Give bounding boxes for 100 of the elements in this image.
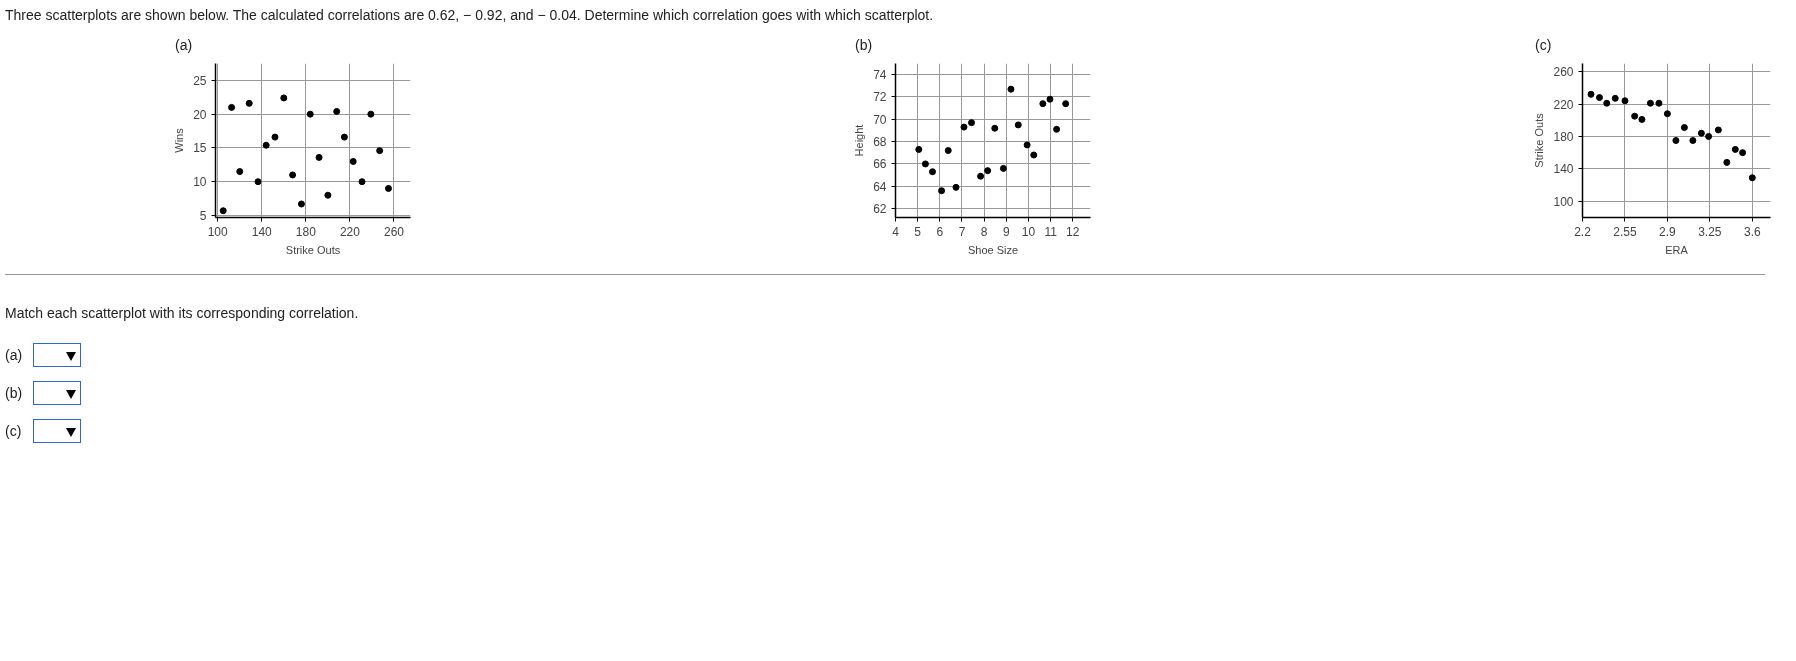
x-axis-title: ERA	[1665, 243, 1689, 256]
x-tick-label: 100	[207, 224, 229, 239]
point	[1007, 85, 1015, 93]
point	[977, 172, 985, 180]
point	[1046, 95, 1054, 103]
x-tick-label: 3.6	[1743, 224, 1761, 239]
point	[1731, 145, 1739, 153]
point	[999, 164, 1007, 172]
point	[1631, 112, 1639, 120]
chart-title: (a)	[175, 36, 193, 55]
point	[1638, 115, 1646, 123]
y-axis-title: Strike Outs	[1533, 112, 1546, 168]
y-tick-label: 66	[873, 157, 887, 172]
point	[376, 147, 384, 155]
y-tick-label: 260	[1553, 65, 1574, 80]
y-tick-label: 64	[873, 179, 887, 194]
point	[262, 141, 270, 149]
y-tick-label: 70	[873, 112, 887, 127]
point	[1714, 126, 1722, 134]
x-tick-label: 12	[1066, 224, 1080, 239]
point	[333, 107, 341, 115]
point	[340, 133, 348, 141]
x-tick-label: 8	[980, 224, 988, 239]
text: (b)	[5, 384, 24, 403]
point	[929, 168, 937, 176]
x-tick-label: 7	[958, 224, 966, 239]
x-tick-label: 2.55	[1613, 224, 1637, 239]
point	[1587, 90, 1595, 98]
y-tick-label: 25	[193, 73, 207, 88]
point	[1680, 124, 1688, 132]
point	[1723, 158, 1731, 166]
point	[306, 110, 314, 118]
x-axis-title: Shoe Size	[967, 243, 1019, 256]
point	[358, 178, 366, 186]
x-tick-label: 260	[383, 224, 405, 239]
point	[1611, 94, 1619, 102]
chart-title: (b)	[855, 36, 873, 55]
point	[1697, 129, 1705, 137]
text: Match each scatterplot with its corresponding correlation.	[5, 304, 359, 323]
x-tick-label: 11	[1044, 224, 1058, 239]
x-tick-label: 140	[251, 224, 273, 239]
point	[1603, 99, 1611, 107]
point	[1621, 97, 1629, 105]
point	[1023, 141, 1031, 149]
point	[938, 187, 946, 195]
point	[1689, 137, 1697, 144]
point	[219, 207, 227, 215]
x-tick-label: 3.25	[1698, 224, 1722, 239]
point	[289, 171, 297, 179]
point	[1646, 99, 1654, 107]
point	[254, 178, 262, 186]
y-axis-title: Height	[853, 124, 866, 157]
point	[944, 147, 952, 155]
text: (c)	[5, 422, 23, 441]
point	[968, 119, 976, 127]
x-tick-label: 220	[339, 224, 361, 239]
y-tick-label: 180	[1553, 129, 1574, 144]
y-tick-label: 140	[1553, 162, 1574, 177]
y-axis-title: Wins	[173, 127, 186, 153]
point	[1739, 149, 1747, 157]
y-tick-label: 220	[1553, 97, 1574, 112]
x-tick-label: 180	[295, 224, 317, 239]
x-tick-label: 2.9	[1659, 224, 1677, 239]
x-tick-label: 10	[1021, 224, 1036, 239]
text: (a)	[5, 346, 24, 365]
x-tick-label: 4	[892, 224, 900, 239]
y-tick-label: 100	[1553, 194, 1574, 209]
point	[271, 133, 279, 141]
y-tick-label: 72	[873, 90, 887, 105]
y-tick-label: 68	[873, 135, 887, 150]
point	[236, 168, 244, 176]
point	[915, 145, 923, 153]
point	[297, 200, 305, 208]
point	[349, 157, 357, 165]
y-tick-label: 15	[193, 141, 207, 156]
point	[324, 191, 332, 199]
point	[228, 103, 236, 111]
point	[315, 153, 323, 161]
point	[1053, 125, 1061, 133]
x-tick-label: 6	[936, 224, 944, 239]
point	[280, 94, 288, 102]
point	[1039, 100, 1047, 108]
x-tick-label: 2.2	[1574, 224, 1592, 239]
point	[1655, 99, 1663, 107]
point	[952, 183, 960, 191]
chart-title: (c)	[1535, 36, 1552, 55]
point	[384, 184, 392, 192]
point	[921, 160, 929, 168]
point	[1030, 151, 1038, 159]
point	[245, 99, 253, 107]
point	[1672, 137, 1680, 144]
y-tick-label: 5	[199, 208, 207, 223]
x-axis-title: Strike Outs	[285, 243, 341, 256]
point	[984, 167, 992, 175]
point	[367, 110, 375, 118]
y-tick-label: 20	[193, 107, 207, 122]
point	[1663, 110, 1671, 118]
x-tick-label: 5	[914, 224, 922, 239]
point	[991, 124, 999, 132]
point	[1014, 121, 1022, 129]
